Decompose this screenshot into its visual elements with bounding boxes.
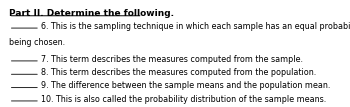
Text: 9. The difference between the sample means and the population mean.: 9. The difference between the sample mea…: [41, 81, 331, 90]
Text: 8. This term describes the measures computed from the population.: 8. This term describes the measures comp…: [41, 68, 316, 77]
Text: being chosen.: being chosen.: [9, 38, 65, 47]
Text: 6. This is the sampling technique in which each sample has an equal probability : 6. This is the sampling technique in whi…: [41, 22, 350, 31]
Text: Part II. Determine the following.: Part II. Determine the following.: [9, 9, 174, 18]
Text: 7. This term describes the measures computed from the sample.: 7. This term describes the measures comp…: [41, 55, 303, 64]
Text: 10. This is also called the probability distribution of the sample means.: 10. This is also called the probability …: [41, 95, 327, 104]
